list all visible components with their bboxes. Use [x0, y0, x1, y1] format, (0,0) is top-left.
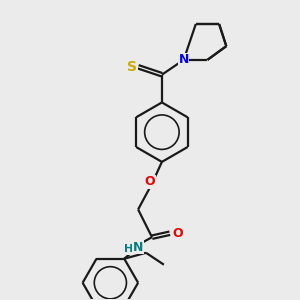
- Text: H: H: [124, 244, 133, 254]
- Text: O: O: [172, 227, 183, 240]
- Text: O: O: [145, 175, 155, 188]
- Text: S: S: [127, 60, 137, 74]
- Text: N: N: [178, 53, 189, 66]
- Text: N: N: [133, 241, 143, 254]
- Text: N: N: [178, 53, 189, 66]
